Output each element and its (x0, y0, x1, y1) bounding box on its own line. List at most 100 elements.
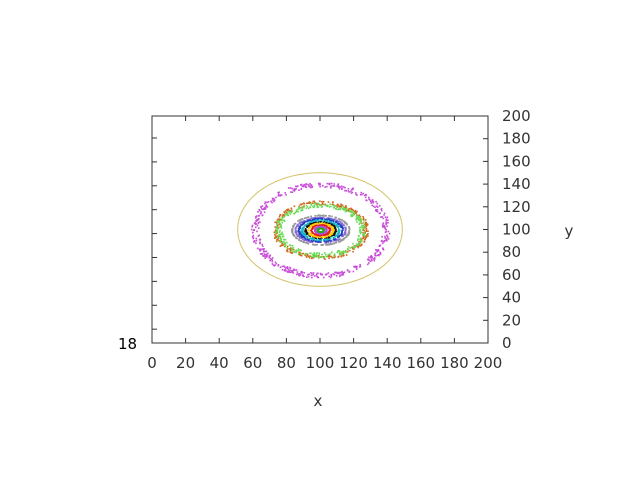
contour-point (264, 202, 266, 205)
contour-point (339, 239, 342, 242)
contour-point (316, 243, 318, 246)
contour-point (310, 219, 313, 222)
contour-point (253, 241, 255, 243)
contour-point (303, 234, 306, 236)
contour-point (295, 232, 297, 234)
contour-point (324, 253, 327, 256)
contour-point (321, 256, 323, 258)
contour-point (326, 226, 328, 228)
contour-point (364, 223, 366, 226)
contour-point (318, 236, 321, 239)
contour-point (310, 186, 312, 189)
contour-point (261, 214, 264, 216)
contour-point (322, 221, 325, 224)
contour-point (317, 237, 320, 240)
contour-point (271, 263, 274, 265)
contour-point (357, 218, 359, 220)
contour-point (260, 206, 263, 208)
contour-point (316, 272, 318, 275)
contour-point (343, 232, 346, 235)
contour-point (310, 230, 313, 233)
contour-point (289, 267, 292, 270)
contour-point (360, 240, 363, 243)
contour-point (322, 203, 324, 205)
contour-point (301, 271, 304, 274)
contour-point (325, 240, 328, 243)
contour-point (344, 231, 347, 234)
contour-point (378, 253, 380, 256)
contour-point (302, 226, 304, 229)
contour-point (381, 236, 383, 238)
contour-point (348, 231, 351, 234)
contour-point (333, 273, 336, 276)
contour-point (276, 237, 279, 239)
contour-point (349, 247, 351, 249)
contour-point (269, 259, 271, 262)
contour-point (295, 236, 297, 239)
contour-point (345, 209, 348, 211)
contour-point (334, 205, 336, 207)
contour-point (339, 224, 342, 227)
contour-point (331, 215, 333, 218)
contour-point (296, 273, 298, 276)
contour-point (319, 200, 321, 202)
contour-point (262, 255, 264, 257)
contour-point (305, 242, 308, 244)
contour-point (364, 235, 367, 238)
contour-point (291, 248, 293, 251)
contour-point (362, 216, 364, 218)
contour-point (314, 275, 316, 277)
contour-point (281, 215, 284, 217)
contour-point (360, 239, 362, 242)
contour-point (288, 248, 291, 250)
contour-point (259, 209, 261, 212)
contour-point (303, 272, 306, 274)
contour-point (331, 226, 334, 229)
contour-point (344, 186, 346, 189)
contour-level-10 (307, 222, 335, 239)
contour-point (292, 226, 294, 229)
contour-point (336, 233, 338, 235)
contour-point (301, 206, 304, 208)
contour-point (357, 246, 360, 249)
contour-point (281, 217, 283, 219)
contour-point (352, 270, 355, 273)
contour-point (300, 240, 303, 242)
contour-point (385, 222, 387, 224)
contour-point (299, 236, 301, 239)
contour-point (300, 203, 303, 206)
contour-point (311, 231, 314, 233)
contour-point (286, 245, 289, 248)
contour-point (343, 224, 345, 227)
contour-point (365, 235, 368, 237)
contour-point (328, 225, 331, 227)
contour-point (359, 220, 362, 223)
contour-point (329, 276, 332, 279)
contour-point (353, 211, 355, 214)
contour-point (308, 256, 311, 259)
contour-point (271, 257, 274, 259)
contour-point (333, 223, 336, 226)
contour-point (325, 218, 327, 221)
contour-point (264, 257, 266, 259)
contour-point (342, 238, 345, 240)
contour-point (311, 276, 313, 279)
contour-point (325, 231, 327, 234)
contour-point (336, 221, 338, 223)
contour-point (342, 235, 344, 237)
contour-point (340, 205, 342, 207)
contour-point (334, 271, 336, 274)
contour-point (349, 209, 352, 212)
contour-point (284, 238, 287, 241)
contour-point (337, 240, 340, 243)
contour-point (315, 236, 318, 238)
contour-point (307, 224, 310, 227)
contour-point (323, 234, 325, 236)
contour-point (345, 190, 347, 192)
contour-point (325, 273, 328, 276)
contour-point (334, 236, 336, 238)
contour-point (333, 218, 336, 221)
contour-point (334, 208, 337, 210)
contour-point (319, 234, 321, 237)
contour-point (317, 182, 320, 185)
